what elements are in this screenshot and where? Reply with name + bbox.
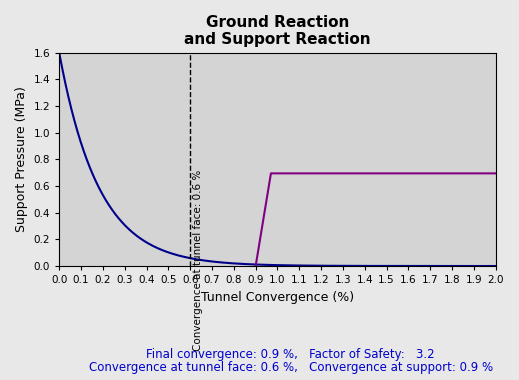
Title: Ground Reaction
and Support Reaction: Ground Reaction and Support Reaction [184, 15, 371, 48]
Y-axis label: Support Pressure (MPa): Support Pressure (MPa) [15, 86, 28, 232]
Text: Convergence at tunnel face: 0.6 %: Convergence at tunnel face: 0.6 % [193, 170, 203, 351]
X-axis label: Tunnel Convergence (%): Tunnel Convergence (%) [201, 291, 354, 304]
Text: Convergence at tunnel face: 0.6 %,   Convergence at support: 0.9 %: Convergence at tunnel face: 0.6 %, Conve… [89, 361, 493, 374]
Text: Final convergence: 0.9 %,   Factor of Safety:   3.2: Final convergence: 0.9 %, Factor of Safe… [146, 348, 435, 361]
